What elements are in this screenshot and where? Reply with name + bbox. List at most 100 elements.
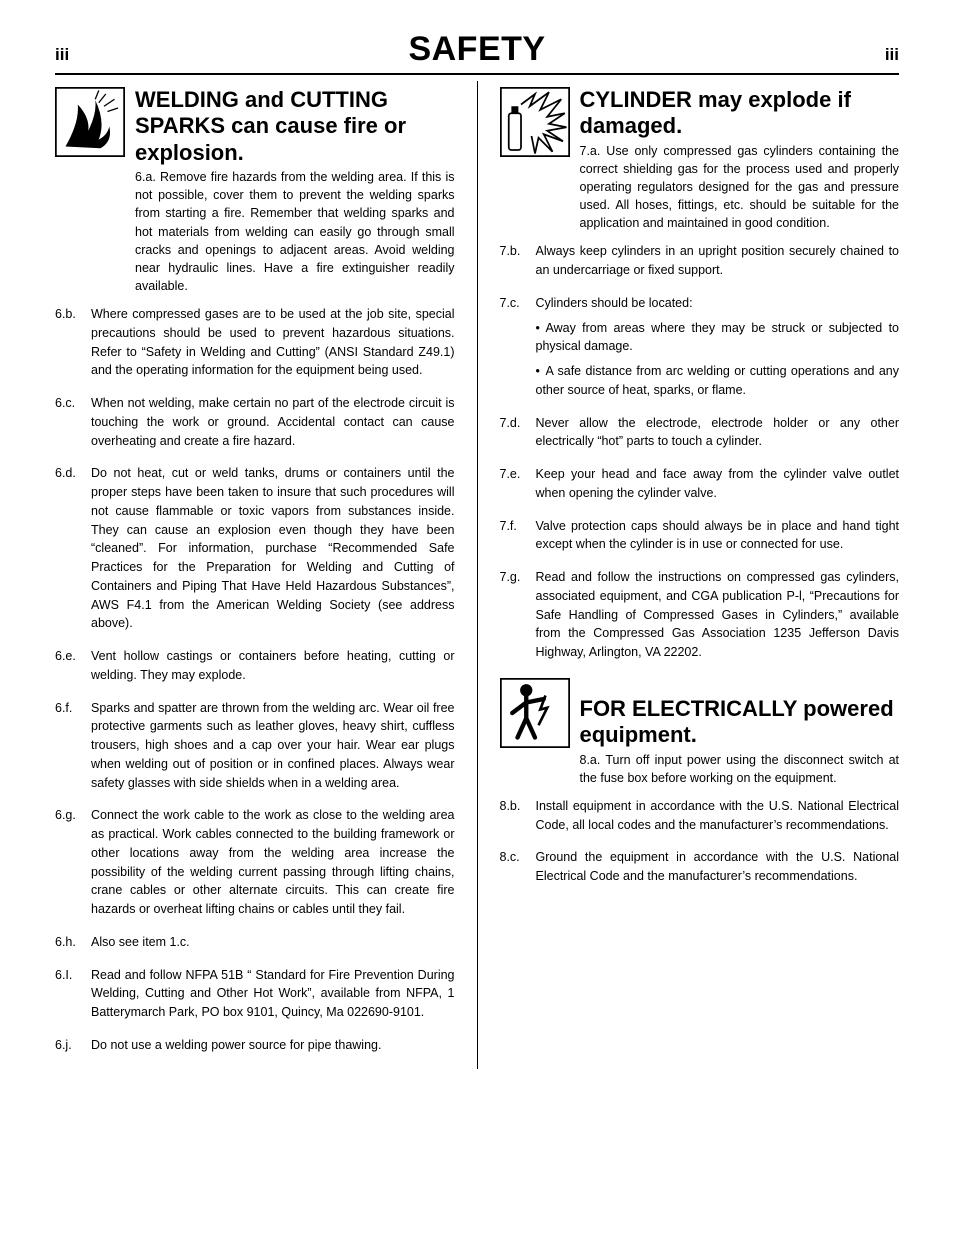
item-label: 8.c. [500, 848, 536, 886]
item-body: Do not heat, cut or weld tanks, drums or… [91, 464, 455, 633]
list-item: 6.e.Vent hollow castings or containers b… [55, 647, 455, 685]
right-column: CYLINDER may explode if damaged. 7.a. Us… [478, 81, 900, 1069]
item-body: Connect the work cable to the work as cl… [91, 806, 455, 919]
item-body: Also see item 1.c. [91, 933, 455, 952]
electrical-item-list: 8.b.Install equipment in accordance with… [500, 797, 900, 886]
item-label: 7.g. [500, 568, 536, 662]
electrical-lead: 8.a. Turn off input power using the disc… [580, 751, 900, 787]
item-text: Read and follow the instructions on comp… [536, 568, 900, 662]
item-text: Sparks and spatter are thrown from the w… [91, 699, 455, 793]
page-marker-left: iii [55, 45, 69, 65]
item-label: 7.b. [500, 242, 536, 280]
item-label: 7.c. [500, 294, 536, 400]
item-body: Where compressed gases are to be used at… [91, 305, 455, 380]
sub-item: •Away from areas where they may be struc… [536, 319, 900, 357]
section-electrical-head: FOR ELECTRICALLY powered equipment. 8.a.… [500, 678, 900, 787]
page-header: iii SAFETY iii [55, 30, 899, 75]
list-item: 7.g.Read and follow the instructions on … [500, 568, 900, 662]
electrical-title: FOR ELECTRICALLY powered equipment. [580, 696, 900, 749]
item-body: Read and follow the instructions on comp… [536, 568, 900, 662]
item-body: Vent hollow castings or containers befor… [91, 647, 455, 685]
page-title: SAFETY [408, 30, 545, 69]
sub-item-text: Away from areas where they may be struck… [536, 321, 900, 354]
item-text: Cylinders should be located: [536, 294, 900, 313]
page-marker-right: iii [885, 45, 899, 65]
item-label: 7.f. [500, 517, 536, 555]
list-item: 8.b.Install equipment in accordance with… [500, 797, 900, 835]
item-label: 6.f. [55, 699, 91, 793]
item-text: Read and follow NFPA 51B “ Standard for … [91, 966, 455, 1022]
item-text: Vent hollow castings or containers befor… [91, 647, 455, 685]
item-body: Cylinders should be located: •Away from a… [536, 294, 900, 400]
list-item: 6.h.Also see item 1.c. [55, 933, 455, 952]
item-body: Do not use a welding power source for pi… [91, 1036, 455, 1055]
list-item: 7.e.Keep your head and face away from th… [500, 465, 900, 503]
item-body: Install equipment in accordance with the… [536, 797, 900, 835]
item-body: Read and follow NFPA 51B “ Standard for … [91, 966, 455, 1022]
cylinder-lead-text: Use only compressed gas cylinders contai… [580, 144, 900, 231]
fire-sparks-icon [55, 87, 125, 157]
cylinder-lead: 7.a. Use only compressed gas cylinders c… [580, 142, 900, 233]
list-item: 6.g.Connect the work cable to the work a… [55, 806, 455, 919]
item-label: 6.c. [55, 394, 91, 450]
item-text: Keep your head and face away from the cy… [536, 465, 900, 503]
item-label: 6.e. [55, 647, 91, 685]
item-body: Ground the equipment in accordance with … [536, 848, 900, 886]
list-item: 6.j.Do not use a welding power source fo… [55, 1036, 455, 1055]
item-label: 8.b. [500, 797, 536, 835]
electrical-shock-icon [500, 678, 570, 748]
item-body: Always keep cylinders in an upright posi… [536, 242, 900, 280]
item-label: 6.g. [55, 806, 91, 919]
list-item: 6.f.Sparks and spatter are thrown from t… [55, 699, 455, 793]
item-text: Do not heat, cut or weld tanks, drums or… [91, 464, 455, 633]
welding-lead: 6.a. Remove fire hazards from the weldin… [135, 168, 455, 295]
item-text: Install equipment in accordance with the… [536, 797, 900, 835]
item-label: 7.d. [500, 414, 536, 452]
item-text: Where compressed gases are to be used at… [91, 305, 455, 380]
list-item: 7.c.Cylinders should be located: •Away fr… [500, 294, 900, 400]
item-body: Keep your head and face away from the cy… [536, 465, 900, 503]
cylinder-item-list: 7.b.Always keep cylinders in an upright … [500, 242, 900, 662]
list-item: 7.b.Always keep cylinders in an upright … [500, 242, 900, 280]
electrical-lead-text: Turn off input power using the disconnec… [580, 753, 900, 785]
section-cylinder-head: CYLINDER may explode if damaged. 7.a. Us… [500, 87, 900, 232]
item-text: Also see item 1.c. [91, 933, 455, 952]
list-item: 6.b.Where compressed gases are to be use… [55, 305, 455, 380]
item-text: Never allow the electrode, electrode hol… [536, 414, 900, 452]
item-text: Ground the equipment in accordance with … [536, 848, 900, 886]
list-item: 6.I.Read and follow NFPA 51B “ Standard … [55, 966, 455, 1022]
item-label: 6.h. [55, 933, 91, 952]
item-label: 6.b. [55, 305, 91, 380]
item-text: Connect the work cable to the work as cl… [91, 806, 455, 919]
list-item: 8.c.Ground the equipment in accordance w… [500, 848, 900, 886]
item-text: When not welding, make certain no part o… [91, 394, 455, 450]
sub-item: •A safe distance from arc welding or cut… [536, 362, 900, 400]
item-label: 7.e. [500, 465, 536, 503]
item-text: Do not use a welding power source for pi… [91, 1036, 455, 1055]
item-body: Valve protection caps should always be i… [536, 517, 900, 555]
item-label: 6.d. [55, 464, 91, 633]
item-label: 6.j. [55, 1036, 91, 1055]
sub-item-text: A safe distance from arc welding or cutt… [536, 364, 900, 397]
welding-title: WELDING and CUTTING SPARKS can cause fir… [135, 87, 455, 166]
welding-lead-label: 6.a. [135, 170, 156, 184]
cylinder-lead-label: 7.a. [580, 144, 601, 158]
list-item: 7.f.Valve protection caps should always … [500, 517, 900, 555]
item-text: Always keep cylinders in an upright posi… [536, 242, 900, 280]
item-body: Sparks and spatter are thrown from the w… [91, 699, 455, 793]
item-body: Never allow the electrode, electrode hol… [536, 414, 900, 452]
welding-item-list: 6.b.Where compressed gases are to be use… [55, 305, 455, 1055]
item-label: 6.I. [55, 966, 91, 1022]
content-columns: WELDING and CUTTING SPARKS can cause fir… [55, 81, 899, 1069]
list-item: 6.c.When not welding, make certain no pa… [55, 394, 455, 450]
electrical-lead-label: 8.a. [580, 753, 601, 767]
cylinder-title: CYLINDER may explode if damaged. [580, 87, 900, 140]
item-text: Valve protection caps should always be i… [536, 517, 900, 555]
left-column: WELDING and CUTTING SPARKS can cause fir… [55, 81, 478, 1069]
item-body: When not welding, make certain no part o… [91, 394, 455, 450]
welding-lead-text: Remove fire hazards from the welding are… [135, 170, 455, 293]
list-item: 6.d.Do not heat, cut or weld tanks, drum… [55, 464, 455, 633]
cylinder-explode-icon [500, 87, 570, 157]
section-welding-head: WELDING and CUTTING SPARKS can cause fir… [55, 87, 455, 295]
list-item: 7.d.Never allow the electrode, electrode… [500, 414, 900, 452]
